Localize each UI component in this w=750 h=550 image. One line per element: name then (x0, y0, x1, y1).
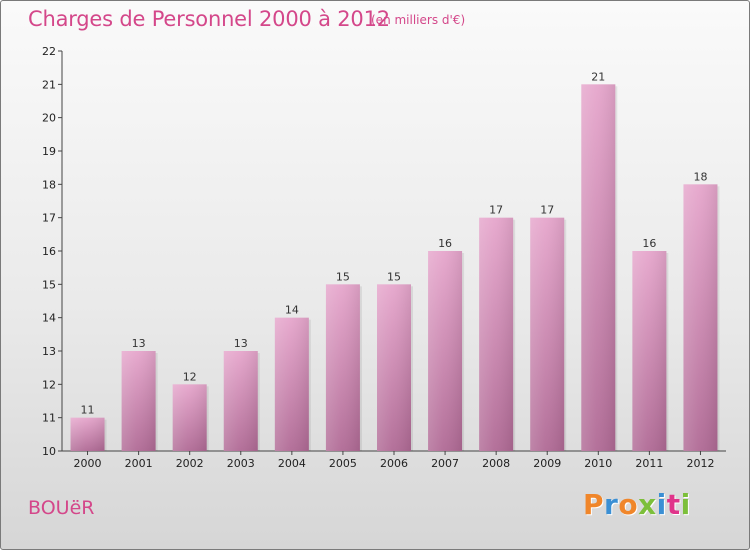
bar-shine (683, 184, 718, 452)
y-tick-label: 17 (42, 212, 56, 225)
y-tick-label: 18 (42, 178, 56, 191)
y-tick-label: 14 (42, 312, 56, 325)
y-tick-label: 10 (42, 445, 56, 458)
bar-value-label: 15 (336, 270, 350, 283)
logo-letter: x (638, 488, 657, 521)
x-tick-label: 2004 (278, 457, 306, 470)
bar-shine (70, 417, 105, 451)
bar-shine (121, 351, 156, 451)
y-tick-label: 22 (42, 45, 56, 58)
bar-shine (581, 84, 616, 451)
proxiti-logo: Proxiti (583, 488, 691, 521)
bar-value-label: 17 (540, 204, 554, 217)
x-tick-label: 2012 (686, 457, 714, 470)
commune-name: BOUëR (28, 497, 95, 519)
x-tick-label: 2000 (74, 457, 102, 470)
x-tick-label: 2003 (227, 457, 255, 470)
y-tick-label: 20 (42, 112, 56, 125)
x-tick-label: 2001 (125, 457, 153, 470)
bar-shine (377, 284, 411, 451)
bar-value-label: 11 (81, 404, 95, 417)
bar-value-label: 15 (387, 270, 401, 283)
bar-value-label: 12 (183, 370, 197, 383)
bar-value-label: 17 (489, 204, 503, 217)
logo-letter: P (583, 488, 605, 521)
logo-letter: o (618, 488, 639, 521)
x-tick-label: 2002 (176, 457, 204, 470)
x-tick-label: 2005 (329, 457, 357, 470)
x-tick-label: 2011 (635, 457, 663, 470)
bar-value-label: 16 (642, 237, 656, 250)
chart-subtitle: (en milliers d'€) (371, 13, 466, 27)
logo-letter: t (666, 488, 681, 521)
y-tick-label: 16 (42, 245, 56, 258)
axes: 10 11 12 13 14 15 16 17 18 19 20 21 22 2000 2001 2002 20… (42, 45, 726, 470)
y-tick-label: 21 (42, 78, 56, 91)
y-tick-label: 13 (42, 345, 56, 358)
bar-shine (274, 317, 309, 451)
data-labels: 11 13 12 13 14 15 15 16 17 17 21 16 18 (81, 70, 708, 416)
bar-value-label: 18 (693, 170, 707, 183)
bars (70, 84, 720, 452)
bar-value-label: 16 (438, 237, 452, 250)
bar-shine (223, 351, 258, 451)
bar-shine (530, 217, 565, 451)
x-tick-label: 2006 (380, 457, 408, 470)
x-tick-label: 2009 (533, 457, 561, 470)
y-tick-label: 12 (42, 378, 56, 391)
bar-shine (172, 384, 207, 451)
bar-value-label: 21 (591, 70, 605, 83)
bar-shine (325, 284, 360, 451)
chart-title: Charges de Personnel 2000 à 2012 (28, 7, 390, 31)
logo-letter: i (656, 488, 667, 521)
bar-value-label: 13 (234, 337, 248, 350)
y-tick-label: 11 (42, 412, 56, 425)
x-tick-label: 2008 (482, 457, 510, 470)
x-tick-label: 2007 (431, 457, 459, 470)
bar-shine (632, 251, 667, 451)
bar-shine (428, 251, 463, 451)
y-tick-label: 19 (42, 145, 56, 158)
bar-shine (479, 217, 514, 451)
bar-value-label: 13 (132, 337, 146, 350)
x-tick-label: 2010 (584, 457, 612, 470)
logo-letter: i (680, 488, 691, 521)
logo-letter: r (604, 488, 619, 521)
bar-value-label: 14 (285, 304, 299, 317)
y-tick-label: 15 (42, 278, 56, 291)
